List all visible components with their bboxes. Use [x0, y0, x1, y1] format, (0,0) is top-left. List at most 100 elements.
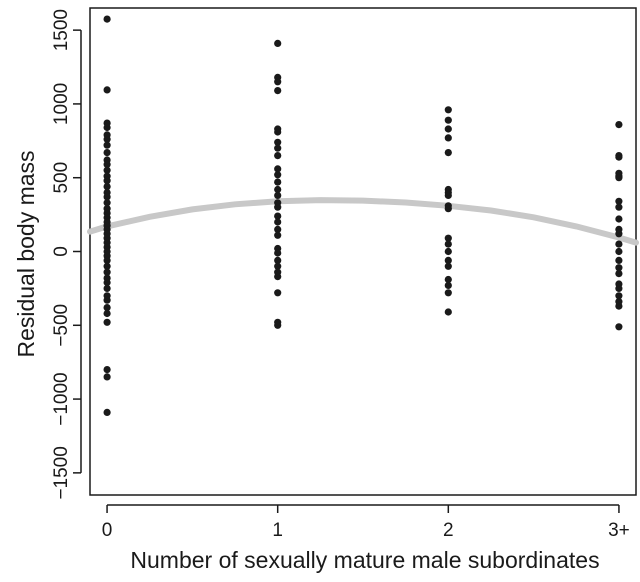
data-point [274, 203, 282, 211]
data-point [615, 197, 623, 205]
data-point [274, 225, 282, 233]
data-point [444, 234, 452, 242]
fit-curve [87, 197, 639, 246]
data-point [103, 318, 111, 326]
data-point [274, 152, 282, 160]
data-point [103, 86, 111, 94]
data-point [615, 203, 623, 211]
data-point [274, 165, 282, 173]
data-point [615, 121, 623, 129]
data-point [103, 296, 111, 304]
data-points [103, 15, 623, 416]
x-axis: 0 1 2 3+ [102, 504, 630, 541]
data-point [103, 160, 111, 168]
data-point [444, 289, 452, 297]
y-axis-title: Residual body mass [13, 150, 39, 357]
data-point [103, 141, 111, 149]
data-point [103, 262, 111, 270]
data-point [274, 256, 282, 264]
fit-curve-layer [87, 197, 639, 246]
data-point [615, 323, 623, 331]
y-tick-label: −500 [51, 304, 72, 347]
data-point [615, 264, 623, 272]
data-point [103, 135, 111, 143]
data-point [103, 193, 111, 201]
data-point [274, 78, 282, 86]
data-point [103, 199, 111, 207]
data-point [615, 270, 623, 278]
data-point [444, 191, 452, 199]
data-point [615, 247, 623, 256]
y-tick-label: 0 [51, 246, 72, 257]
data-point [274, 178, 282, 186]
data-point [103, 149, 111, 157]
data-point [274, 289, 282, 297]
data-point [103, 304, 111, 312]
data-point [103, 123, 111, 132]
x-tick-label: 0 [102, 520, 113, 541]
data-point [103, 408, 111, 416]
data-point [615, 174, 623, 182]
data-point [103, 284, 111, 292]
data-point [444, 205, 452, 213]
x-tick-label: 2 [443, 520, 454, 541]
data-point [274, 191, 282, 199]
data-point [444, 262, 452, 270]
data-point [274, 39, 282, 48]
data-point [103, 166, 111, 174]
y-tick-label: −1000 [51, 372, 72, 425]
data-point [103, 15, 111, 23]
x-tick-label: 1 [272, 520, 283, 541]
data-point [103, 183, 111, 191]
data-point [444, 106, 452, 114]
data-point [444, 275, 452, 284]
data-point [615, 240, 623, 248]
y-axis: −1500 −1000 −500 0 500 1000 1500 [51, 9, 82, 500]
data-point [274, 128, 282, 136]
data-point [274, 321, 282, 329]
plot-area [89, 7, 637, 496]
data-point [615, 230, 623, 238]
data-point [103, 373, 111, 381]
data-point [103, 366, 111, 374]
data-point [103, 309, 111, 318]
data-point [274, 144, 282, 152]
y-tick-label: 1500 [51, 9, 72, 51]
y-tick-label: 1000 [51, 83, 72, 125]
data-point [444, 256, 452, 264]
data-point [274, 218, 282, 226]
data-point [615, 292, 623, 300]
data-point [444, 247, 452, 256]
x-axis-title: Number of sexually mature male subordina… [130, 547, 599, 573]
data-point [444, 134, 452, 142]
data-point [444, 240, 452, 248]
data-point [103, 268, 111, 276]
data-point [274, 185, 282, 194]
data-point [274, 138, 282, 146]
data-point [274, 87, 282, 95]
data-point [274, 212, 282, 220]
y-tick-label: −1500 [51, 446, 72, 499]
data-point [615, 256, 623, 264]
data-point [274, 231, 282, 239]
data-point [444, 281, 452, 289]
y-tick-label: 500 [51, 162, 72, 194]
data-point [103, 256, 111, 264]
data-point [274, 249, 282, 257]
data-point [274, 171, 282, 179]
data-point [444, 116, 452, 124]
data-point [444, 149, 452, 157]
data-point [615, 153, 623, 161]
data-point [274, 262, 282, 270]
plot-frame [89, 7, 637, 496]
data-point [615, 284, 623, 292]
data-point [103, 278, 111, 287]
data-point [444, 308, 452, 316]
data-point [615, 302, 623, 310]
data-point [615, 215, 623, 223]
x-tick-label: 3+ [608, 520, 630, 541]
data-point [274, 273, 282, 281]
data-point [103, 177, 111, 185]
data-point [444, 125, 452, 133]
